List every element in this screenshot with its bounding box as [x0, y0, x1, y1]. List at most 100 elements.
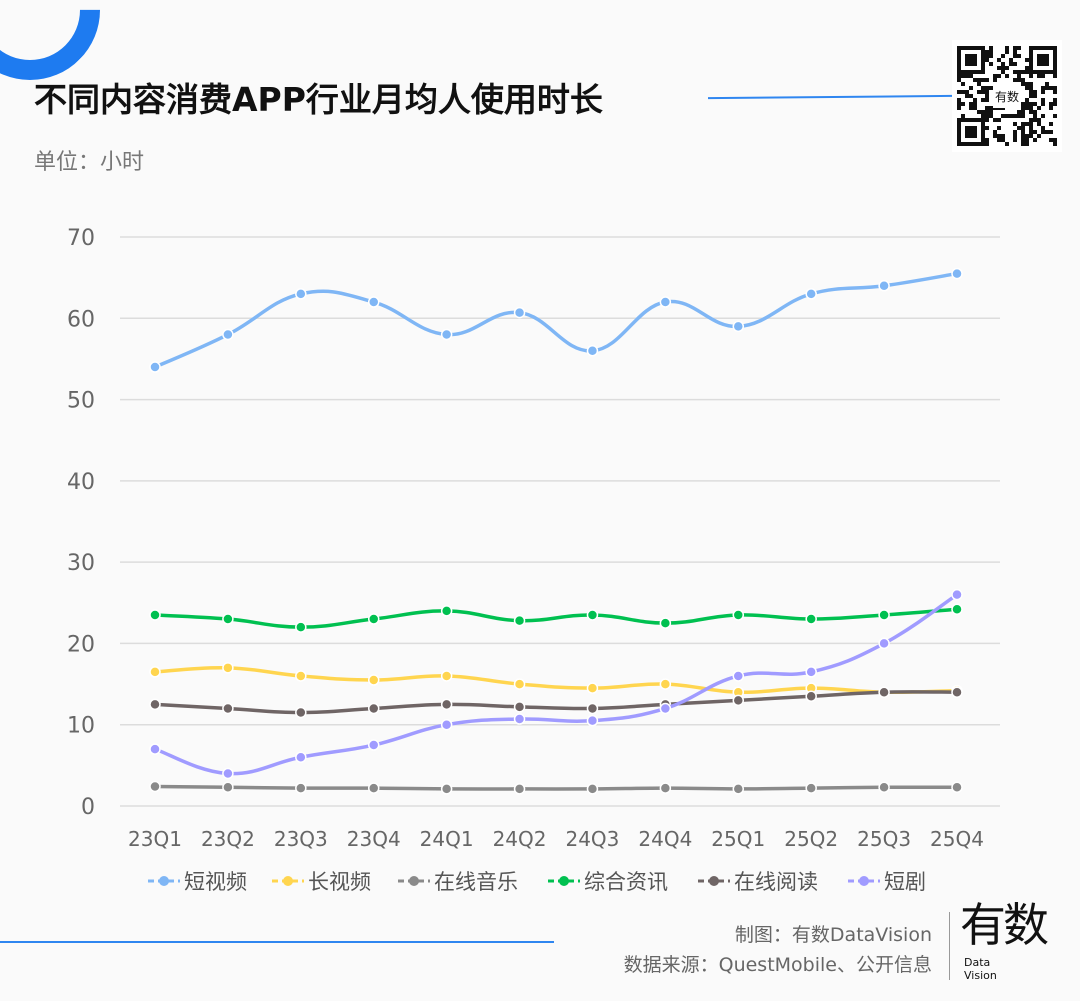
data-point — [440, 670, 453, 682]
data-point — [951, 603, 963, 616]
data-point — [149, 361, 161, 373]
series-line-4 — [154, 607, 958, 629]
data-point — [805, 666, 817, 678]
data-point — [732, 609, 745, 621]
y-tick-label: 20 — [67, 632, 95, 657]
data-point — [586, 783, 599, 795]
legend-marker — [409, 876, 419, 886]
data-point — [805, 288, 817, 300]
data-point — [222, 328, 234, 341]
data-point — [222, 702, 234, 715]
footer-divider — [0, 941, 554, 943]
x-tick-label: 25Q3 — [857, 827, 911, 851]
logo-data: Data — [964, 956, 991, 969]
data-point — [586, 345, 599, 357]
data-point — [367, 674, 380, 686]
qr-logo: 有数 — [995, 89, 1019, 104]
source-text: 数据来源：QuestMobile、公开信息 — [623, 954, 932, 976]
data-point — [586, 714, 599, 727]
logo-vision: Vision — [964, 969, 997, 982]
data-point — [878, 686, 890, 698]
x-tick-label: 23Q3 — [274, 827, 328, 851]
data-point — [367, 613, 380, 625]
data-point — [149, 698, 161, 711]
data-point — [222, 662, 234, 674]
data-point — [586, 702, 599, 715]
data-point — [149, 743, 161, 755]
series-line-5 — [154, 690, 958, 715]
x-tick-label: 24Q2 — [493, 827, 547, 851]
data-point — [440, 783, 453, 795]
x-tick-label: 23Q1 — [128, 827, 182, 851]
data-point — [295, 288, 307, 300]
legend-label: 综合资讯 — [584, 870, 668, 894]
unit-label: 单位：小时 — [34, 150, 145, 175]
data-point — [586, 609, 599, 621]
qr-code-pattern: 有数 — [957, 46, 1057, 146]
data-point — [295, 621, 307, 633]
data-point — [732, 320, 745, 333]
data-point — [805, 782, 817, 794]
y-tick-label: 70 — [67, 226, 95, 251]
data-point — [149, 780, 161, 793]
data-point — [732, 694, 745, 707]
legend-marker — [283, 876, 293, 886]
data-point — [295, 751, 307, 763]
data-point — [513, 701, 526, 713]
x-tick-label: 24Q3 — [565, 827, 619, 851]
legend-label: 在线音乐 — [434, 870, 518, 894]
series-line-3 — [154, 784, 958, 791]
data-point — [440, 605, 453, 617]
data-point — [659, 617, 672, 629]
legend-label: 短视频 — [184, 870, 247, 894]
data-point — [513, 678, 526, 690]
brand-logo: 有数 Data Vision — [960, 900, 1078, 1000]
x-tick-label: 25Q2 — [784, 827, 838, 851]
x-tick-label: 24Q4 — [638, 827, 692, 851]
data-point — [659, 702, 672, 715]
data-point — [222, 781, 234, 794]
legend-marker — [159, 876, 169, 886]
x-tick-label: 25Q1 — [711, 827, 765, 851]
y-tick-label: 40 — [67, 470, 95, 495]
y-tick-label: 30 — [67, 551, 95, 576]
data-point — [878, 637, 890, 650]
data-point — [367, 739, 380, 751]
x-tick-label: 23Q4 — [347, 827, 401, 851]
legend-marker — [709, 876, 719, 886]
logo-text: 有数 — [960, 898, 1049, 952]
data-point — [440, 328, 453, 341]
page-title: 不同内容消费APP行业月均人使用时长 — [34, 80, 603, 119]
data-point — [513, 614, 526, 627]
data-point — [586, 682, 599, 694]
credit-text: 制图：有数DataVision — [734, 924, 932, 946]
data-point — [659, 678, 672, 690]
data-point — [367, 782, 380, 794]
data-point — [222, 767, 234, 780]
data-point — [149, 609, 161, 621]
data-point — [951, 588, 963, 601]
data-point — [367, 702, 380, 715]
data-point — [513, 783, 526, 795]
data-point — [659, 296, 672, 308]
logo-divider — [949, 912, 950, 980]
data-point — [440, 718, 453, 731]
data-point — [222, 613, 234, 625]
series-line-2 — [154, 665, 958, 695]
legend-marker — [559, 876, 569, 886]
y-tick-label: 50 — [67, 389, 95, 414]
data-point — [295, 670, 307, 682]
data-point — [513, 306, 526, 319]
data-point — [951, 686, 963, 698]
data-point — [878, 280, 890, 292]
legend-label: 在线阅读 — [734, 870, 818, 894]
data-point — [805, 613, 817, 625]
legend-marker — [859, 876, 869, 886]
data-point — [295, 782, 307, 794]
y-tick-label: 0 — [81, 795, 95, 820]
data-point — [878, 781, 890, 794]
data-point — [732, 670, 745, 682]
x-tick-label: 24Q1 — [420, 827, 474, 851]
x-tick-label: 25Q4 — [930, 827, 984, 851]
data-point — [367, 296, 380, 308]
